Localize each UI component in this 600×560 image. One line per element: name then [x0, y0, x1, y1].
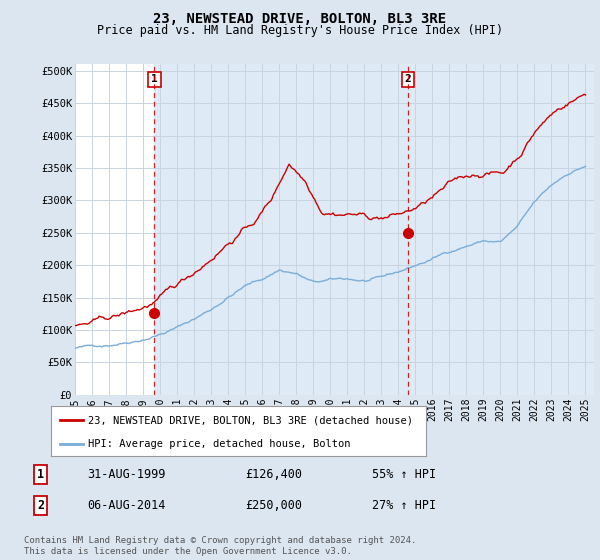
- Text: 2: 2: [37, 499, 44, 512]
- Bar: [408, 64, 594, 395]
- Text: 1: 1: [37, 468, 44, 481]
- Text: 27% ↑ HPI: 27% ↑ HPI: [372, 499, 436, 512]
- Text: 23, NEWSTEAD DRIVE, BOLTON, BL3 3RE (detached house): 23, NEWSTEAD DRIVE, BOLTON, BL3 3RE (det…: [89, 415, 413, 425]
- Bar: [154, 64, 408, 395]
- Text: 55% ↑ HPI: 55% ↑ HPI: [372, 468, 436, 481]
- Text: HPI: Average price, detached house, Bolton: HPI: Average price, detached house, Bolt…: [89, 439, 351, 449]
- Text: 06-AUG-2014: 06-AUG-2014: [88, 499, 166, 512]
- Text: 1: 1: [151, 74, 158, 85]
- Text: £126,400: £126,400: [245, 468, 302, 481]
- Text: 23, NEWSTEAD DRIVE, BOLTON, BL3 3RE: 23, NEWSTEAD DRIVE, BOLTON, BL3 3RE: [154, 12, 446, 26]
- Text: 2: 2: [405, 74, 412, 85]
- Text: Contains HM Land Registry data © Crown copyright and database right 2024.
This d: Contains HM Land Registry data © Crown c…: [24, 536, 416, 556]
- Text: £250,000: £250,000: [245, 499, 302, 512]
- Text: Price paid vs. HM Land Registry's House Price Index (HPI): Price paid vs. HM Land Registry's House …: [97, 24, 503, 36]
- Text: 31-AUG-1999: 31-AUG-1999: [88, 468, 166, 481]
